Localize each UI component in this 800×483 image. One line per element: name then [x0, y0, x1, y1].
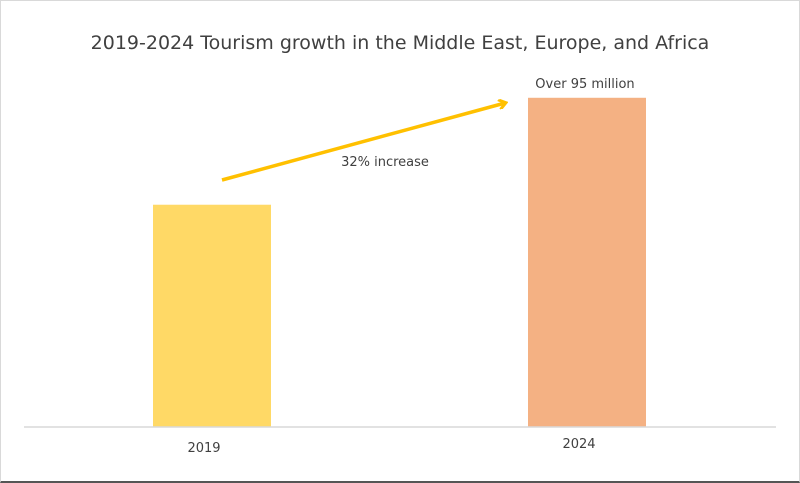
x-tick-label: 2024 — [562, 437, 595, 452]
bar-2019 — [153, 204, 271, 427]
increase-arrow — [221, 103, 505, 182]
bar-2024 — [528, 97, 646, 427]
data-label: Over 95 million — [535, 77, 634, 92]
annotation-label: 32% increase — [341, 155, 429, 170]
x-tick-label: 2019 — [187, 441, 220, 456]
chart-title: 2019-2024 Tourism growth in the Middle E… — [90, 32, 710, 54]
